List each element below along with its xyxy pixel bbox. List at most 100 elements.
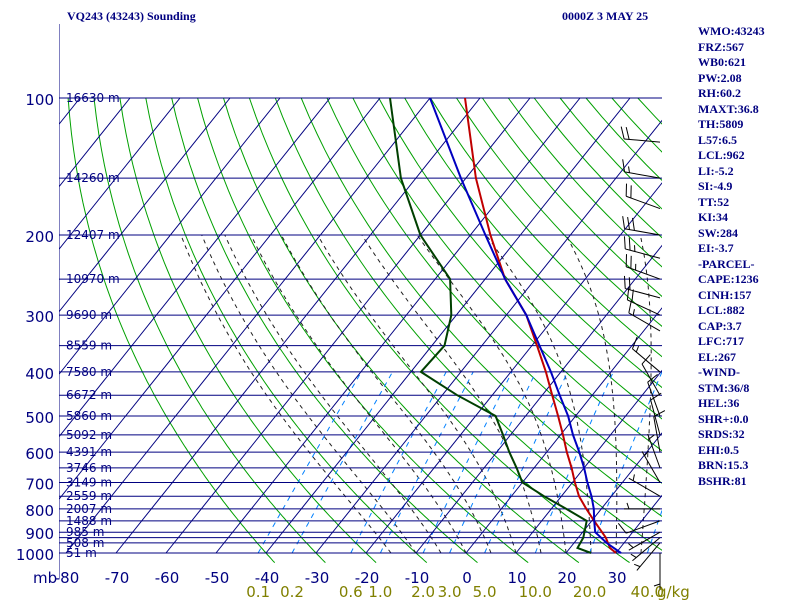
- temperature-tick-label: -60: [155, 569, 180, 587]
- wind-barb-flag: [628, 166, 630, 173]
- mixing-ratio-tick-label: 0.2: [280, 583, 304, 600]
- wind-barb-flag: [641, 354, 651, 365]
- wind-barb-flag: [653, 583, 661, 587]
- wind-barb: [625, 254, 661, 280]
- temperature-tick-label: -40: [255, 569, 280, 587]
- wind-barb-flag: [649, 434, 655, 440]
- wind-barb-flag: [626, 502, 630, 510]
- wind-barb-flag: [623, 275, 626, 289]
- height-label: 51 m: [66, 546, 97, 560]
- wind-barb: [617, 520, 661, 534]
- height-label: 5860 m: [66, 409, 112, 423]
- wind-barb-flag: [628, 300, 632, 314]
- index-line: HEL:36: [698, 396, 740, 410]
- pressure-tick-label: 500: [25, 409, 54, 427]
- index-line: TH:5809: [698, 117, 744, 131]
- isotherm-line: [315, 119, 662, 554]
- index-line: STM:36/8: [698, 380, 750, 395]
- isotherm-line: [59, 97, 281, 376]
- index-line: -WIND-: [698, 365, 740, 379]
- mixing-ratio-tick-label: 3.0: [438, 583, 462, 600]
- wind-barb: [630, 537, 661, 562]
- wind-barb-staff: [628, 312, 661, 332]
- height-label: 7580 m: [66, 365, 112, 379]
- wind-barb-flag: [630, 553, 637, 558]
- wind-barb-staff: [628, 531, 661, 551]
- temperature-tick-label: 30: [607, 569, 626, 587]
- mixing-ratio-tick-label: 40.0: [631, 583, 664, 600]
- wind-barb-flag: [620, 126, 625, 140]
- index-line: EHI:0.5: [698, 442, 740, 457]
- wind-barb: [628, 474, 661, 497]
- pressure-tick-label: 100: [25, 91, 54, 109]
- wind-barb-staff: [624, 138, 661, 143]
- wind-barb-flag: [628, 543, 634, 549]
- index-line: RH:60.2: [698, 86, 741, 100]
- index-line: LFC:717: [698, 334, 744, 348]
- wind-barb-layer: [617, 126, 666, 589]
- valid-time: 0000Z 3 MAY 25: [562, 9, 649, 23]
- wind-barb-staff: [628, 477, 661, 497]
- wind-barb-staff: [625, 288, 661, 299]
- isotherm-line: [59, 97, 331, 438]
- index-line: L57:6.5: [698, 132, 737, 147]
- isotherm-line: [59, 97, 131, 188]
- wind-barb-staff: [647, 382, 661, 417]
- height-label: 2559 m: [66, 489, 112, 503]
- dry-adiabat-line: [67, 97, 276, 563]
- wind-barb: [622, 216, 661, 236]
- index-line: BSHR:81: [698, 473, 747, 488]
- chart-title: VQ243 (43243) Sounding: [67, 9, 196, 23]
- index-line: SRDS:32: [698, 427, 745, 441]
- temperature-tick-label: 0: [462, 569, 472, 587]
- index-line: SW:284: [698, 225, 739, 240]
- height-label: 9690 m: [66, 308, 112, 322]
- height-label: 6672 m: [66, 388, 112, 402]
- wind-barb: [653, 410, 666, 453]
- pressure-tick-label: 1000: [16, 546, 54, 564]
- dry-adiabat-line: [119, 97, 377, 563]
- wind-barb-staff: [641, 451, 661, 483]
- index-line: KI:34: [698, 210, 728, 224]
- wind-barb-flag: [632, 309, 635, 316]
- pressure-tick-label: 300: [25, 308, 54, 326]
- wind-barb-staff: [650, 399, 661, 435]
- wind-barb-flag: [631, 336, 638, 349]
- height-label: 3746 m: [66, 461, 112, 475]
- dry-adiabat-line: [481, 97, 662, 298]
- mixing-ratio-tick-label: 0.6: [339, 583, 363, 600]
- wind-barb-staff: [626, 266, 661, 280]
- dry-adiabat-line: [404, 97, 662, 389]
- isotherm-line: [565, 432, 662, 554]
- wind-barb: [623, 275, 661, 299]
- wind-barb: [634, 542, 661, 571]
- isotherm-line: [65, 97, 431, 554]
- height-label: 508 m: [66, 536, 104, 550]
- wind-barb-staff: [647, 433, 661, 469]
- height-label: 2007 m: [66, 502, 112, 516]
- wind-barb-flag: [632, 474, 635, 481]
- temperature-tick-label: -80: [55, 569, 80, 587]
- index-line: LI:-5.2: [698, 163, 734, 178]
- isotherm-line: [165, 97, 531, 554]
- wind-barb: [622, 159, 661, 179]
- wind-barb-flag: [653, 410, 666, 418]
- pressure-tick-label: 800: [25, 502, 54, 520]
- wind-barb-flag: [632, 217, 635, 231]
- index-line: BRN:15.3: [698, 458, 749, 472]
- index-line: CAPE:1236: [698, 272, 759, 286]
- wind-barb-staff: [653, 416, 661, 453]
- wind-barb-flag: [622, 216, 626, 229]
- index-line: EL:267: [698, 349, 737, 364]
- wind-barb: [620, 126, 661, 143]
- index-line: PW:2.08: [698, 70, 742, 85]
- height-label: 5092 m: [66, 428, 112, 442]
- moist-adiabat-line: [224, 234, 442, 554]
- wind-barb-flag: [628, 237, 631, 251]
- pressure-tick-label: 400: [25, 365, 54, 383]
- index-line: TT:52: [698, 194, 730, 209]
- dry-adiabat-line: [430, 97, 662, 358]
- isotherm-line: [59, 97, 381, 501]
- index-line: MAXT:36.8: [698, 101, 759, 116]
